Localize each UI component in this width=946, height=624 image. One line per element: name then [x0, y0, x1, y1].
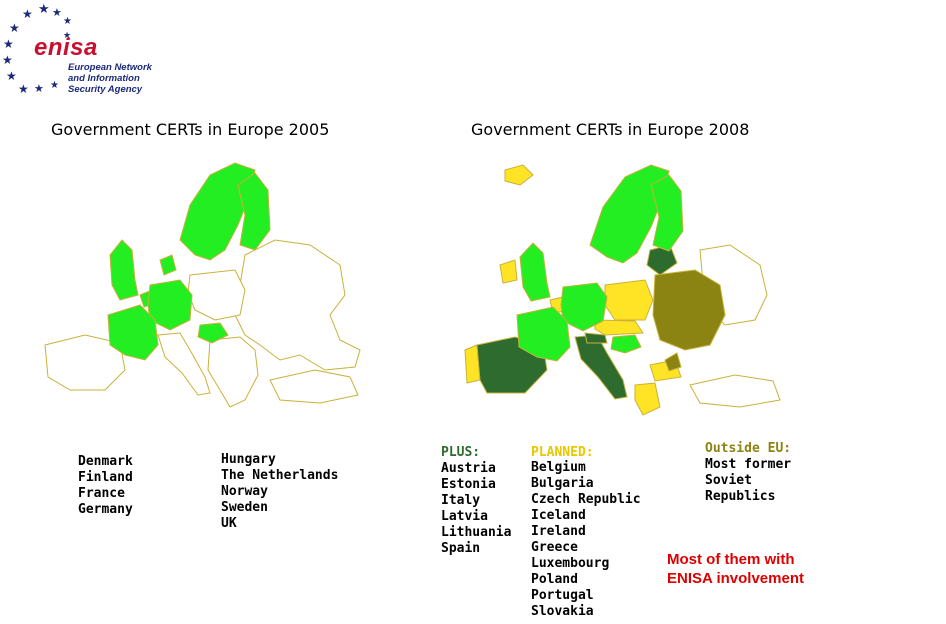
- svg-text:★: ★: [18, 82, 29, 96]
- region-former-soviet: [652, 269, 726, 351]
- list-item: Hungary: [221, 452, 276, 467]
- list-item: Slovakia: [531, 604, 594, 619]
- list-item: Portugal: [531, 588, 594, 603]
- list-item: Norway: [221, 484, 268, 499]
- plus-heading: PLUS:: [441, 445, 481, 460]
- region-ireland: [499, 259, 518, 284]
- tagline-line: Security Agency: [68, 84, 143, 95]
- list-item: Republics: [705, 489, 776, 504]
- countries-2005-col2: Hungary The Netherlands Norway Sweden UK: [221, 452, 338, 532]
- list-item: France: [78, 486, 125, 501]
- list-item: Latvia: [441, 509, 488, 524]
- region-france: [107, 304, 159, 361]
- enisa-logo: ★ ★ ★ ★ ★ ★ ★ ★ ★ ★ ★ ★: [0, 0, 170, 100]
- region-turkey: [689, 374, 781, 408]
- plus-list: Austria Estonia Italy Latvia Lithuania S…: [441, 461, 511, 557]
- region-hungary: [610, 334, 642, 354]
- enisa-tagline: European Network and Information Securit…: [68, 62, 152, 95]
- region-uk: [109, 239, 139, 301]
- list-item: Luxembourg: [531, 556, 610, 571]
- map-2008-title: Government CERTs in Europe 2008: [471, 120, 750, 139]
- list-item: Finland: [78, 470, 133, 485]
- list-item: Most former: [705, 457, 792, 472]
- enisa-wordmark: enisa: [34, 34, 98, 61]
- svg-text:★: ★: [2, 53, 13, 67]
- list-item: Iceland: [531, 508, 586, 523]
- list-item: Ireland: [531, 524, 586, 539]
- region-uk: [519, 242, 551, 302]
- svg-text:★: ★: [9, 21, 20, 35]
- region-greece: [634, 382, 661, 416]
- tagline-line: European Network: [68, 62, 152, 73]
- planned-list: Belgium Bulgaria Czech Republic Iceland …: [531, 460, 641, 620]
- list-item: Poland: [531, 572, 578, 587]
- note-line: ENISA involvement: [667, 570, 804, 587]
- list-item: Denmark: [78, 454, 133, 469]
- list-item: Sweden: [221, 500, 268, 515]
- region-balkans: [207, 336, 259, 408]
- list-item: Austria: [441, 461, 496, 476]
- list-item: Bulgaria: [531, 476, 594, 491]
- list-item: Czech Republic: [531, 492, 641, 507]
- map-2005-title: Government CERTs in Europe 2005: [51, 120, 330, 139]
- note-line: Most of them with: [667, 551, 795, 568]
- region-turkey: [269, 369, 359, 404]
- svg-text:★: ★: [22, 7, 33, 21]
- region-finland: [237, 172, 271, 251]
- list-item: Lithuania: [441, 525, 512, 540]
- enisa-involvement-note: Most of them with ENISA involvement: [667, 550, 804, 588]
- list-item: Estonia: [441, 477, 496, 492]
- outside-eu-list: Most former Soviet Republics: [705, 457, 791, 505]
- list-item: Belgium: [531, 460, 586, 475]
- region-czech-slovakia: [594, 319, 644, 336]
- region-baltics: [646, 244, 678, 276]
- svg-text:★: ★: [52, 6, 62, 19]
- region-france: [516, 306, 571, 362]
- region-italy: [157, 332, 211, 396]
- region-germany: [560, 282, 608, 332]
- svg-text:★: ★: [34, 82, 44, 95]
- svg-text:★: ★: [38, 2, 50, 17]
- svg-text:★: ★: [50, 80, 59, 91]
- region-poland: [604, 279, 654, 321]
- planned-heading: PLANNED:: [531, 445, 594, 460]
- list-item: Italy: [441, 493, 481, 508]
- region-moldova: [664, 352, 682, 372]
- countries-2005-col1: Denmark Finland France Germany: [78, 454, 133, 518]
- region-central: [187, 269, 246, 321]
- svg-text:★: ★: [63, 31, 71, 41]
- tagline-line: and Information: [68, 73, 140, 84]
- region-finland: [650, 174, 684, 252]
- svg-text:★: ★: [3, 37, 14, 51]
- list-item: UK: [221, 516, 237, 531]
- list-item: Greece: [531, 540, 578, 555]
- region-east: [234, 239, 361, 371]
- region-austria: [584, 332, 608, 344]
- region-iceland: [504, 164, 534, 186]
- region-hungary: [197, 322, 229, 344]
- region-germany: [147, 279, 193, 331]
- list-item: Spain: [441, 541, 481, 556]
- svg-text:★: ★: [6, 69, 17, 83]
- list-item: Soviet: [705, 473, 752, 488]
- svg-text:★: ★: [63, 16, 72, 27]
- list-item: Germany: [78, 502, 133, 517]
- star-ring-icon: ★ ★ ★ ★ ★ ★ ★ ★ ★ ★ ★ ★: [2, 2, 72, 96]
- list-item: The Netherlands: [221, 468, 339, 483]
- europe-map-2005: [44, 162, 361, 408]
- outside-eu-heading: Outside EU:: [705, 441, 792, 456]
- europe-map-2008: [464, 164, 781, 416]
- region-iberia: [44, 334, 126, 391]
- region-denmark: [159, 254, 177, 276]
